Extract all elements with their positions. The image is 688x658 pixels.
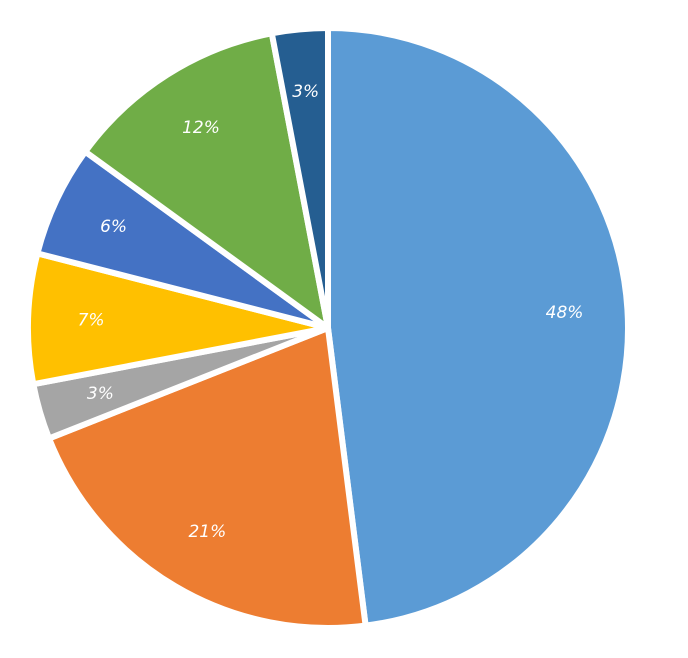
data-label: 3% [292, 82, 319, 102]
data-label: 3% [87, 384, 114, 404]
data-label: 12% [182, 118, 220, 138]
data-label: 6% [100, 217, 127, 237]
pie-slice [82, 30, 331, 331]
pie-slice [46, 325, 369, 631]
pie-slice [268, 25, 331, 331]
pie-slice [325, 25, 631, 629]
data-label: 48% [546, 303, 584, 323]
pie-slice [25, 250, 331, 388]
data-label: 21% [188, 522, 226, 542]
data-label: 7% [78, 311, 105, 331]
